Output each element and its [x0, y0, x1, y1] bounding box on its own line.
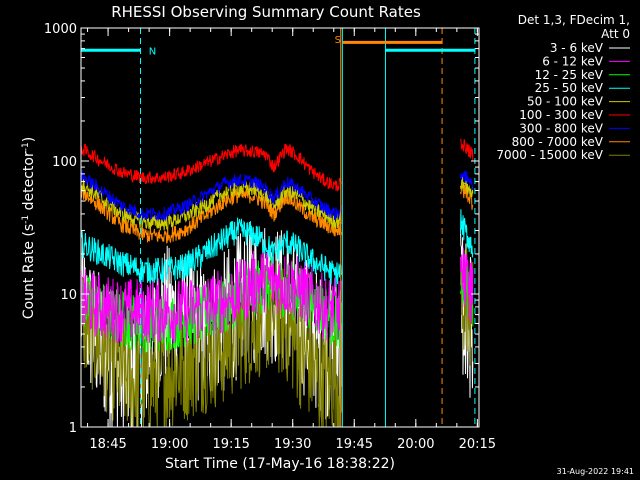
x-tick-label: 19:45 — [336, 437, 373, 452]
series-line-right-25-50kev — [460, 209, 474, 258]
x-tick-label: 18:45 — [89, 437, 126, 452]
legend-label: 6 - 12 keV — [542, 54, 604, 68]
y-axis-label-end: ) — [21, 137, 37, 142]
series-line-50-100kev — [80, 178, 342, 231]
y-tick-label: 1000 — [44, 22, 77, 37]
legend-label: 7000 - 15000 keV — [496, 148, 603, 162]
x-axis: 18:45 19:00 19:15 19:30 19:45 20:00 20:15 — [87, 28, 496, 452]
x-tick-label: 19:15 — [212, 437, 249, 452]
series-line-right-6-12kev — [460, 247, 474, 323]
chart-title: RHESSI Observing Summary Count Rates — [111, 3, 421, 21]
series-line-300-800kev — [80, 170, 342, 222]
y-tick-label: 1 — [69, 421, 77, 436]
y-axis-label-main: Count Rate (s — [21, 224, 37, 319]
x-axis-label: Start Time (17-May-16 18:38:22) — [165, 456, 395, 472]
series-line-right-100-300kev — [460, 138, 474, 161]
y-axis-label-mid: detector — [21, 151, 37, 215]
y-axis-label-sup2: -1 — [21, 142, 31, 151]
state-annotation: N — [149, 46, 156, 57]
legend-header-line1: Det 1,3, FDecim 1, — [518, 13, 630, 27]
series-line-right-300-800kev — [460, 170, 474, 190]
y-axis-label-sup1: -1 — [21, 215, 31, 224]
legend-label: 12 - 25 keV — [535, 68, 604, 82]
legend-label: 300 - 800 keV — [519, 121, 603, 135]
y-tick-label: 100 — [52, 155, 77, 170]
series-line-25-50kev — [80, 217, 342, 288]
plot-area: NS — [80, 28, 476, 428]
y-axis-label: Count Rate (s-1 detector-1) — [21, 137, 37, 319]
y-axis: 1 10 100 1000 — [44, 22, 479, 436]
state-annotation: S — [335, 35, 341, 46]
legend-header-line2: Att 0 — [601, 27, 630, 41]
x-tick-label: 19:30 — [274, 437, 311, 452]
legend-label: 3 - 6 keV — [550, 41, 604, 55]
footer-timestamp: 31-Aug-2022 19:41 — [557, 467, 634, 476]
series-line-6-12kev — [80, 248, 342, 344]
legend-label: 25 - 50 keV — [535, 81, 604, 95]
y-tick-label: 10 — [60, 288, 77, 303]
plot-frame — [80, 27, 480, 428]
legend-label: 800 - 7000 keV — [512, 135, 604, 149]
x-tick-label: 19:00 — [151, 437, 188, 452]
series-line-800-7000kev — [80, 183, 342, 244]
series-line-7000-15000kev — [80, 257, 342, 428]
x-tick-label: 20:00 — [397, 437, 434, 452]
legend-label: 50 - 100 keV — [527, 95, 604, 109]
legend-label: 100 - 300 keV — [519, 108, 603, 122]
x-tick-label: 20:15 — [459, 437, 496, 452]
series-line-100-300kev — [80, 143, 342, 192]
